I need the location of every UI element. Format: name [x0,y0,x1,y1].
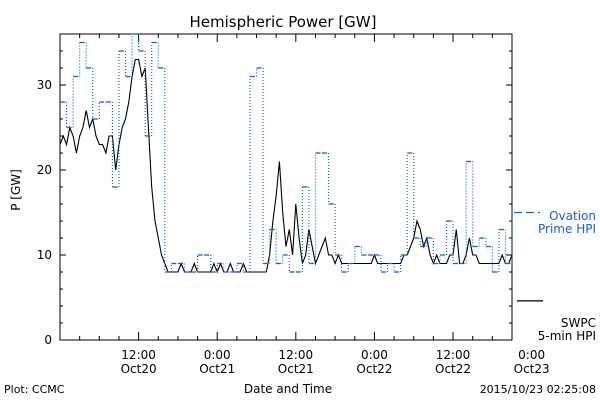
legend-label-line1: SWPC [561,316,596,330]
x-tick-date-label: Oct22 [435,362,471,376]
x-tick-time-label: 12:00 [121,348,156,362]
legend-label-line1: Ovation [549,209,596,223]
y-tick-label: 10 [37,248,52,262]
x-tick-time-label: 0:00 [361,348,388,362]
x-tick-time-label: 0:00 [204,348,231,362]
plot-credit: Plot: CCMC [4,383,65,396]
x-tick-date-label: Oct21 [278,362,314,376]
x-tick-time-label: 12:00 [436,348,471,362]
chart-title: Hemispheric Power [GW] [190,13,377,31]
legend-label-line2: 5-min HPI [538,329,596,343]
x-tick-date-label: Oct21 [199,362,235,376]
y-tick-label: 0 [44,333,52,347]
y-axis-label: P [GW] [9,169,23,211]
x-tick-date-label: Oct20 [121,362,157,376]
series-swpc-5-min-hpi [59,58,513,274]
series-ovation-prime-hpi [60,33,513,273]
y-tick-label: 20 [37,163,52,177]
x-tick-time-label: 0:00 [518,348,545,362]
x-axis-label: Date and Time [244,382,332,396]
plot-frame [59,33,513,341]
swpc-line [59,58,513,274]
legend-label-line2: Prime HPI [538,222,596,236]
x-tick-time-label: 12:00 [279,348,314,362]
x-tick-date-label: Oct22 [356,362,392,376]
plot-area: 010203012:00Oct200:00Oct2112:00Oct210:00… [37,33,550,376]
plot-timestamp: 2015/10/23 02:25:08 [480,383,596,396]
x-tick-date-label: Oct23 [514,362,550,376]
y-tick-label: 30 [37,78,52,92]
